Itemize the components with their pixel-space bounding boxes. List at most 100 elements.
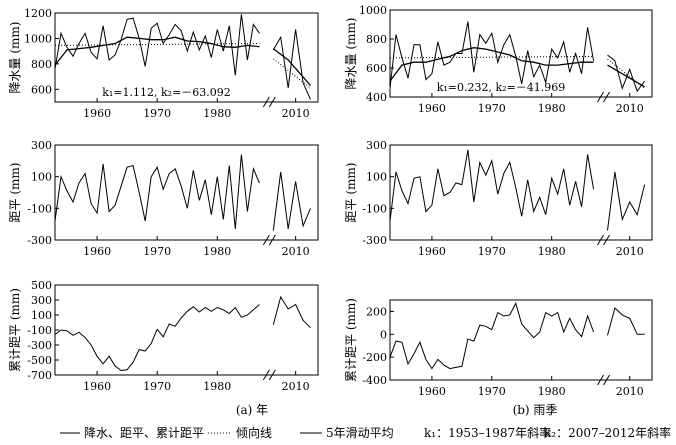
caption-a: (a) 年 [236, 403, 268, 417]
series-line [54, 14, 260, 76]
x-tick-label: 1960 [83, 107, 111, 120]
y-tick-label: -500 [27, 354, 52, 367]
y-tick-label: 100 [31, 309, 52, 322]
x-tick-label: 1970 [143, 107, 171, 120]
axis-break-mark [603, 91, 610, 103]
caption-b: (b) 雨季 [513, 403, 558, 417]
x-tick-label: 1960 [418, 102, 446, 115]
y-tick-label: 0 [380, 328, 387, 341]
plot-frame [389, 9, 653, 98]
series-line [272, 171, 311, 231]
x-tick-label: 1980 [203, 380, 231, 393]
series-line [389, 21, 595, 89]
x-tick-label: 1970 [478, 102, 506, 115]
y-tick-label: -200 [362, 351, 387, 364]
x-tick-label: 1980 [538, 385, 566, 398]
legend-label-data: 降水、距平、累计距平 [84, 426, 204, 440]
y-tick-label: 300 [366, 139, 387, 152]
y-tick-label: -100 [27, 324, 52, 337]
plot-frame [54, 144, 319, 241]
y-tick-label: -700 [27, 369, 52, 382]
x-tick-label: 1970 [478, 385, 506, 398]
legend-label-moving-average: 5年滑动平均 [326, 426, 394, 440]
y-tick-label: -100 [27, 202, 52, 215]
x-tick-label: 1970 [478, 245, 506, 258]
series-line [607, 54, 646, 93]
y-tick-label: -300 [362, 234, 387, 247]
x-tick-label: 1980 [203, 245, 231, 258]
y-tick-label: 100 [31, 171, 52, 184]
axis-break-mark [268, 96, 276, 108]
x-tick-label: 1980 [538, 245, 566, 258]
plot-frame [389, 144, 653, 241]
y-tick-label: 500 [31, 279, 52, 292]
panel-a-anomaly: -300 -100 100 300 1960 1970 1980 2010 距平 (mm) [8, 139, 319, 258]
axis-break-mark [262, 369, 270, 381]
series-line [54, 154, 260, 229]
y-axis-label: 累计距平 (mm) [344, 298, 358, 382]
series-line [389, 149, 595, 222]
plot-frame [389, 299, 653, 381]
x-tick-label: 2010 [282, 245, 310, 258]
moving-average-line [607, 64, 645, 88]
axis-break-mark [597, 374, 604, 386]
y-axis-label: 距平 (mm) [344, 163, 358, 223]
trend-line [607, 58, 645, 89]
y-tick-label: 800 [31, 58, 52, 71]
y-tick-label: 100 [366, 171, 387, 184]
slope-annotation: k₁=0.232, k₂=－41.969 [437, 81, 566, 94]
y-tick-label: 600 [31, 83, 52, 96]
axis-break-mark [597, 234, 604, 246]
slope-annotation: k₁=1.112, k₂=－63.092 [102, 86, 231, 99]
trend-line [54, 43, 260, 46]
x-tick-label: 1960 [83, 380, 111, 393]
x-tick-label: 1960 [83, 245, 111, 258]
legend: 降水、距平、累计距平 倾向线 5年滑动平均 k₁：1953–1987年斜率 k₂… [60, 425, 671, 440]
y-tick-label: 1200 [24, 7, 52, 20]
series-line [54, 304, 260, 372]
y-tick-label: -300 [27, 234, 52, 247]
x-tick-label: 1960 [418, 245, 446, 258]
x-tick-label: 1970 [143, 245, 171, 258]
series-line [272, 29, 311, 100]
series-line [607, 307, 645, 336]
y-axis-label: 累计距平 (mm) [8, 288, 22, 372]
axis-break-mark [262, 234, 270, 246]
trend-line [272, 58, 311, 89]
x-tick-label: 2010 [616, 102, 644, 115]
y-tick-label: 1000 [359, 4, 387, 17]
y-tick-label: 600 [366, 62, 387, 75]
y-tick-label: -400 [362, 374, 387, 387]
panel-b-precip: 400 600 800 1000 1960 1970 1980 2010 降水量 (mm) k₁=… [344, 4, 653, 115]
panel-b-anomaly: -300 -100 100 300 1960 1970 1980 2010 距平 (mm) [344, 139, 653, 258]
legend-label-trend: 倾向线 [236, 425, 272, 440]
y-axis-label: 降水量 (mm) [344, 18, 358, 90]
series-line [607, 171, 646, 231]
x-tick-label: 2010 [616, 245, 644, 258]
x-tick-label: 2010 [282, 380, 310, 393]
moving-average-line [389, 47, 594, 82]
y-tick-label: 300 [31, 294, 52, 307]
axis-break-mark [603, 374, 610, 386]
axis-break-mark [268, 369, 276, 381]
legend-k2-note: k₂：2007–2012年斜率 [544, 425, 671, 440]
x-tick-label: 1980 [203, 107, 231, 120]
y-axis-label: 降水量 (mm) [8, 22, 22, 94]
series-line [389, 302, 595, 370]
panel-a-cumulative: -700 -500 -300 -100 100 300 500 1960 1970 1980 201… [8, 279, 319, 393]
panel-a-precip: 600 800 1000 1200 1960 1970 1980 2010 降水量 (mm) k₁… [8, 7, 319, 120]
x-tick-label: 2010 [616, 385, 644, 398]
axis-break-mark [268, 234, 276, 246]
y-tick-label: 200 [366, 305, 387, 318]
x-tick-label: 1960 [418, 385, 446, 398]
y-tick-label: 400 [366, 91, 387, 104]
y-tick-label: 1000 [24, 32, 52, 45]
y-axis-label: 距平 (mm) [8, 163, 22, 223]
plot-frame [54, 12, 319, 103]
moving-average-line [272, 48, 311, 86]
legend-k1-note: k₁：1953–1987年斜率 [424, 425, 551, 440]
y-tick-label: 300 [31, 139, 52, 152]
y-tick-label: -300 [27, 339, 52, 352]
